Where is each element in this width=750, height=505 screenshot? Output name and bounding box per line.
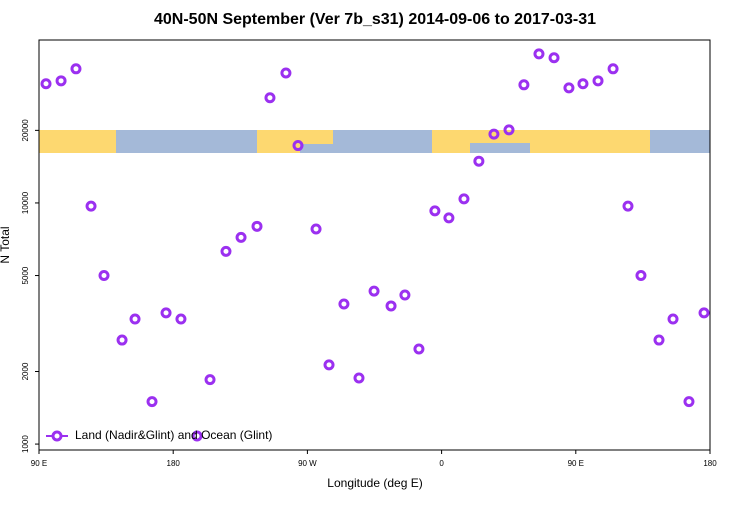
data-point (458, 193, 470, 205)
y-tick-label: 2000 (21, 362, 30, 380)
data-point (503, 124, 515, 136)
x-tick-label: 180 (167, 459, 181, 468)
data-point (204, 374, 216, 386)
chart-title: 40N-50N September (Ver 7b_s31) 2014-09-0… (154, 11, 596, 28)
x-tick-label: 180 (703, 459, 717, 468)
data-point (592, 75, 604, 87)
data-point (577, 78, 589, 90)
y-tick-label: 5000 (21, 266, 30, 284)
data-point (40, 78, 52, 90)
data-point (310, 223, 322, 235)
data-point (70, 63, 82, 75)
data-point (443, 212, 455, 224)
data-point (399, 289, 411, 301)
data-point (518, 79, 530, 91)
data-point (413, 343, 425, 355)
x-tick-label: 90 W (298, 459, 317, 468)
data-point (280, 67, 292, 79)
data-point (251, 220, 263, 232)
data-point (653, 334, 665, 346)
data-point (160, 307, 172, 319)
y-tick-label: 1000 (21, 435, 30, 453)
data-point (146, 396, 158, 408)
data-point (292, 140, 304, 152)
data-point (548, 52, 560, 64)
y-axis-label: N Total (0, 226, 12, 263)
data-point (429, 205, 441, 217)
y-tick-label: 20000 (21, 119, 30, 142)
data-point (116, 334, 128, 346)
data-point (563, 82, 575, 94)
data-point (667, 313, 679, 325)
data-point (98, 270, 110, 282)
data-point (473, 155, 485, 167)
data-point (488, 128, 500, 140)
data-point (55, 75, 67, 87)
x-tick-label: 90 E (568, 459, 584, 468)
data-point (607, 63, 619, 75)
data-point (323, 359, 335, 371)
data-point (698, 307, 710, 319)
data-point (175, 313, 187, 325)
data-point (235, 231, 247, 243)
x-tick-label: 90 E (31, 459, 47, 468)
y-tick-label: 10000 (21, 191, 30, 214)
map-strip (39, 130, 710, 153)
data-point (368, 285, 380, 297)
data-point (353, 372, 365, 384)
data-point (385, 300, 397, 312)
data-point (683, 396, 695, 408)
data-point (635, 270, 647, 282)
legend-marker (51, 430, 63, 442)
x-tick-label: 0 (439, 459, 444, 468)
data-point (338, 298, 350, 310)
plot-frame (38, 39, 711, 451)
data-point (622, 200, 634, 212)
legend-label: Land (Nadir&Glint) and Ocean (Glint) (75, 428, 272, 442)
data-point (129, 313, 141, 325)
data-point (264, 92, 276, 104)
x-axis-label: Longitude (deg E) (327, 476, 422, 490)
data-point (191, 430, 203, 442)
data-point (220, 245, 232, 257)
data-point (85, 200, 97, 212)
data-point (533, 48, 545, 60)
